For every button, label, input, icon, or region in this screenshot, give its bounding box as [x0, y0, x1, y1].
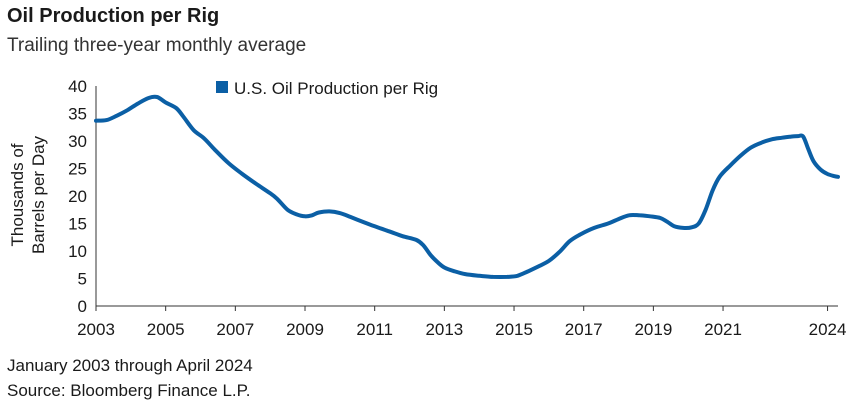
x-tick-label: 2009	[286, 320, 324, 339]
x-tick-label: 2015	[495, 320, 533, 339]
legend-label: U.S. Oil Production per Rig	[234, 79, 438, 98]
y-tick-label: 40	[68, 77, 87, 96]
x-tick-label: 2003	[77, 320, 115, 339]
x-tick-label: 2011	[356, 320, 393, 339]
line-chart: Thousands of Barrels per Day 0 5 10 15 20 25 3…	[8, 77, 846, 339]
y-tick-label: 35	[68, 105, 87, 124]
y-axis-ticks: 0 5 10 15 20 25 30 35 40	[68, 77, 87, 316]
x-axis-ticks: 2003 2005 2007 2009 2011 2013 2015 2017 2019 2021…	[77, 306, 846, 339]
series-line-oil-production-per-rig	[94, 94, 840, 279]
x-tick-label: 2017	[565, 320, 603, 339]
y-tick-label: 10	[68, 242, 87, 261]
x-tick-label: 2013	[425, 320, 463, 339]
y-tick-label: 15	[68, 215, 87, 234]
x-tick-label: 2005	[147, 320, 185, 339]
legend-swatch	[216, 81, 228, 93]
x-tick-label: 2007	[216, 320, 254, 339]
date-range-note: January 2003 through April 2024	[7, 356, 253, 375]
y-axis-label-line1: Thousands of	[8, 143, 27, 246]
y-tick-label: 25	[68, 160, 87, 179]
chart-subtitle: Trailing three-year monthly average	[7, 35, 307, 56]
x-tick-label: 2019	[634, 320, 672, 339]
chart-title: Oil Production per Rig	[7, 5, 220, 27]
x-tick-label: 2021	[704, 320, 742, 339]
legend: U.S. Oil Production per Rig	[216, 79, 438, 98]
y-axis-label-line2: Barrels per Day	[29, 135, 48, 254]
y-tick-label: 30	[68, 132, 87, 151]
x-tick-label: 2024	[809, 320, 847, 339]
series-group	[94, 94, 840, 279]
y-tick-label: 5	[78, 270, 87, 289]
y-tick-label: 20	[68, 187, 87, 206]
source-note: Source: Bloomberg Finance L.P.	[7, 381, 251, 400]
y-tick-label: 0	[78, 297, 87, 316]
